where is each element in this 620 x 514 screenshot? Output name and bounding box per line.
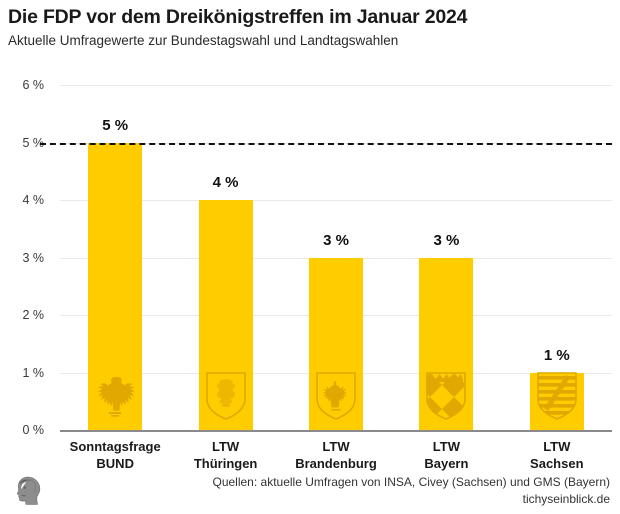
x-axis-label-0: Sonntagsfrage BUND — [70, 438, 161, 472]
bar-value-label: 3 % — [433, 231, 460, 249]
bar-value-label: 3 % — [323, 231, 349, 249]
y-axis-label-0: 0 % — [22, 423, 44, 437]
bar-sachsen[interactable] — [529, 371, 584, 430]
x-axis-label-line: LTW — [432, 439, 460, 454]
y-axis-label-3: 3 % — [22, 250, 44, 265]
x-axis-label-line: LTW — [322, 439, 350, 454]
chart-footer: Quellen: aktuelle Umfragen von INSA, Civ… — [90, 474, 610, 508]
brandenburg-coat-of-arms — [314, 371, 358, 426]
bundesadler-emblem — [93, 371, 137, 426]
gridline-0 — [60, 430, 612, 432]
x-axis-label-line: Brandenburg — [295, 456, 377, 471]
five-percent-threshold-line — [40, 142, 612, 145]
y-axis-label-4: 4 % — [22, 193, 44, 207]
x-axis-label-3: LTW Bayern — [424, 438, 468, 472]
gridline-6 — [60, 85, 612, 86]
x-axis-label-line: Bayern — [424, 456, 469, 471]
x-axis-label-line: Sachsen — [530, 456, 584, 471]
bar-value-label: 1 % — [543, 346, 570, 364]
y-axis-label-2: 2 % — [22, 308, 44, 322]
chart-header: Die FDP vor dem Dreikönigstreffen im Jan… — [8, 4, 612, 51]
y-axis-label-1: 1 % — [22, 365, 44, 380]
x-axis-label-4: LTW Sachsen — [530, 438, 583, 472]
bayern-coat-of-arms — [424, 371, 468, 426]
chart-title: Die FDP vor dem Dreikönigstreffen im Jan… — [8, 6, 468, 28]
sachsen-coat-of-arms — [535, 371, 579, 426]
bar-bundesadler[interactable] — [88, 142, 143, 430]
x-axis-label-line: LTW — [543, 439, 571, 454]
x-axis-label-line: Thüringen — [193, 456, 258, 471]
bar-thueringen[interactable] — [198, 200, 253, 430]
plot-area: 0 % 1 % 2 % 3 % 4 % 5 % 6 % 5 % 4 % 3 % 3 % 1 % So… — [22, 78, 612, 471]
chart-subtitle: Aktuelle Umfragewerte zur Bundestagswahl… — [8, 33, 399, 48]
x-axis-label-2: LTW Brandenburg — [295, 438, 377, 472]
footer-sources: Quellen: aktuelle Umfragen von INSA, Civ… — [212, 475, 610, 489]
footer-site: tichyseinblick.de — [522, 492, 610, 506]
x-axis-label-1: LTW Thüringen — [194, 438, 258, 472]
bar-value-label: 4 % — [212, 174, 239, 191]
x-axis-label-line: BUND — [96, 456, 134, 471]
x-axis-label-line: Sonntagsfrage — [69, 439, 161, 454]
y-axis-label-5: 5 % — [22, 135, 44, 150]
x-axis-label-line: LTW — [211, 439, 240, 454]
thueringen-coat-of-arms — [204, 371, 248, 426]
y-axis-label-6: 6 % — [22, 78, 44, 92]
tichys-einblick-head-logo — [6, 470, 46, 510]
bar-bayern[interactable] — [419, 257, 474, 430]
bar-brandenburg[interactable] — [309, 257, 363, 430]
gridline-4 — [60, 200, 612, 201]
bar-value-label: 5 % — [102, 116, 129, 134]
